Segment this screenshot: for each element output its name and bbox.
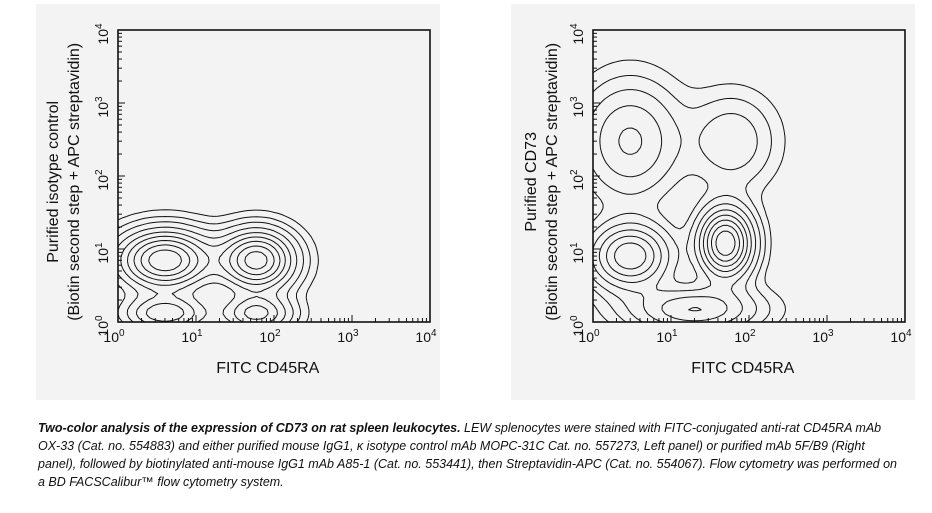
contour-level-4 xyxy=(593,105,757,322)
contour-level-1 xyxy=(593,59,786,322)
x-tick-label: 100 xyxy=(578,328,600,345)
contour-level-2 xyxy=(593,75,772,322)
x-tick-label: 100 xyxy=(103,328,125,345)
contour-level-1 xyxy=(118,209,319,322)
y-tick-label: 103 xyxy=(94,96,111,118)
y-tick-label: 101 xyxy=(569,242,586,264)
contour-level-6 xyxy=(606,214,748,312)
contour-level-4 xyxy=(118,226,298,322)
figure-caption: Two-color analysis of the expression of … xyxy=(38,419,900,491)
x-tick-label: 101 xyxy=(656,328,678,345)
axis-ticks xyxy=(117,32,427,323)
contour-level-5 xyxy=(120,231,292,322)
contour-level-6 xyxy=(127,235,286,322)
contour-level-9 xyxy=(715,230,736,256)
x-tick-label: 103 xyxy=(337,328,359,345)
contour-level-7 xyxy=(614,219,744,270)
x-tick-label: 101 xyxy=(181,328,203,345)
contour-level-5 xyxy=(598,127,752,322)
y-axis-title-line1: Purified isotype control xyxy=(45,101,62,263)
caption-title: Two-color analysis of the expression of … xyxy=(38,421,461,435)
x-axis-title: FITC CD45RA xyxy=(216,360,319,377)
x-tick-label: 104 xyxy=(415,328,437,345)
x-tick-label: 104 xyxy=(890,328,912,345)
x-tick-label: 103 xyxy=(812,328,834,345)
contour-level-2 xyxy=(118,216,311,322)
contour-level-8 xyxy=(140,244,275,277)
y-tick-label: 101 xyxy=(94,242,111,264)
y-tick-label: 100 xyxy=(569,315,586,337)
plot-frame xyxy=(117,29,431,323)
y-tick-label: 104 xyxy=(94,23,111,45)
y-tick-label: 102 xyxy=(94,169,111,191)
y-tick-label: 102 xyxy=(569,169,586,191)
caption-body: LEW splenocytes were stained with FITC-c… xyxy=(38,421,898,489)
x-axis-title: FITC CD45RA xyxy=(691,360,794,377)
contour-lines xyxy=(118,209,319,322)
right-panel-background xyxy=(511,4,915,400)
contour-level-8 xyxy=(711,224,740,262)
contour-level-7 xyxy=(133,240,281,281)
y-axis-title-line2: (Biotin second step + APC streptavidin) xyxy=(66,43,83,321)
contour-lines xyxy=(593,59,786,322)
left-panel-background xyxy=(36,4,440,400)
x-tick-label: 102 xyxy=(734,328,756,345)
contour-level-3 xyxy=(593,89,761,322)
y-tick-label: 104 xyxy=(569,23,586,45)
y-tick-label: 103 xyxy=(569,96,586,118)
contour-level-3 xyxy=(118,221,304,322)
x-tick-label: 102 xyxy=(259,328,281,345)
y-axis-title-line1: Purified CD73 xyxy=(523,132,540,232)
y-axis-title-line2: (Biotin second step + APC streptavidin) xyxy=(544,43,561,321)
contour-level-9 xyxy=(148,249,268,272)
axis-ticks xyxy=(592,32,902,323)
y-tick-label: 100 xyxy=(94,315,111,337)
